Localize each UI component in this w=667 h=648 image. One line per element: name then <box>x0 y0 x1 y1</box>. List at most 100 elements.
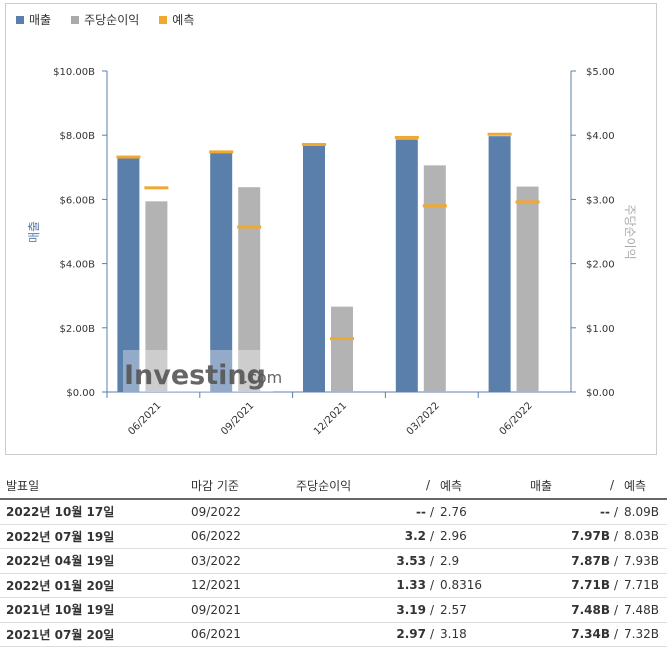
revenue-actual: 7.48B <box>530 597 610 623</box>
revenue-forecast: 8.03B <box>622 524 667 549</box>
eps-forecast: 2.96 <box>438 524 530 549</box>
revenue-bar <box>303 144 325 392</box>
watermark-backdrop <box>123 350 273 392</box>
eps-slash: / <box>426 548 438 574</box>
col-header-eps-forecast[interactable]: 예측 <box>438 472 530 500</box>
eps-forecast-mark <box>422 204 447 208</box>
right-tick-label: $1.00 <box>586 324 615 335</box>
table-row: 2022년 07월 19일 06/2022 3.2 / 2.96 7.97B /… <box>0 524 667 549</box>
left-tick-label: $10.00B <box>53 67 95 78</box>
x-tick-label: 12/2021 <box>312 400 349 437</box>
col-header-eps[interactable]: 주당순이익 <box>296 472 426 500</box>
watermark-suffix: .com <box>243 368 282 387</box>
eps-forecast-mark <box>330 337 354 341</box>
revenue-actual: 7.97B <box>530 524 610 549</box>
rev-slash: / <box>610 597 622 623</box>
revenue-forecast-mark <box>116 155 141 159</box>
eps-forecast: 3.18 <box>438 622 530 647</box>
revenue-forecast: 7.93B <box>622 548 667 574</box>
right-tick-label: $4.00 <box>586 131 615 142</box>
revenue-forecast: 7.32B <box>622 622 667 647</box>
x-tick-label: 06/2022 <box>498 400 535 437</box>
revenue-forecast: 7.71B <box>622 573 667 598</box>
right-tick-label: $3.00 <box>586 195 615 206</box>
col-header-rev-forecast[interactable]: 예측 <box>622 472 667 500</box>
revenue-forecast-mark <box>394 135 419 139</box>
rev-slash: / <box>610 573 622 598</box>
eps-bar <box>145 201 168 392</box>
period-end: 09/2022 <box>191 499 296 525</box>
revenue-forecast: 8.09B <box>622 499 667 525</box>
rev-slash: / <box>610 548 622 574</box>
revenue-forecast: 7.48B <box>622 597 667 623</box>
eps-bar <box>238 187 261 392</box>
period-end: 06/2021 <box>191 622 296 647</box>
legend-label-forecast: 예측 <box>172 13 195 27</box>
eps-slash: / <box>426 573 438 598</box>
earnings-table: 발표일 마감 기준 주당순이익 / 예측 매출 / 예측 2022년 10월 1… <box>0 472 667 647</box>
table-row: 2022년 04월 19일 03/2022 3.53 / 2.9 7.87B /… <box>0 548 667 574</box>
legend-item-eps[interactable]: 주당순이익 <box>71 11 139 28</box>
chart-panel: 매출 주당순이익 예측 $0.00 $2.00B $4.00B $6.00B $8.00… <box>5 3 657 455</box>
period-end: 12/2021 <box>191 573 296 598</box>
rev-slash: / <box>610 524 622 549</box>
revenue-actual: -- <box>530 499 610 525</box>
legend-swatch-eps <box>71 15 80 24</box>
eps-forecast-mark <box>237 225 262 229</box>
revenue-forecast-mark <box>302 143 326 147</box>
release-date: 2021년 10월 19일 <box>0 597 191 623</box>
eps-actual: 2.97 <box>296 622 426 647</box>
eps-forecast-mark <box>515 200 540 204</box>
earnings-chart: $0.00 $2.00B $4.00B $6.00B $8.00B $10.00B $0.0… <box>27 67 637 437</box>
col-header-rev-slash: / <box>610 472 622 500</box>
x-tick-label: 09/2021 <box>219 400 256 437</box>
right-tick-label: $0.00 <box>586 388 615 399</box>
rev-slash: / <box>610 622 622 647</box>
period-end: 09/2021 <box>191 597 296 623</box>
legend-label-eps: 주당순이익 <box>84 13 140 27</box>
eps-bar <box>331 306 353 392</box>
table-row: 2021년 10월 19일 09/2021 3.19 / 2.57 7.48B … <box>0 597 667 623</box>
eps-forecast: 2.76 <box>438 499 530 525</box>
legend-item-revenue[interactable]: 매출 <box>16 11 51 28</box>
right-axis-title: 주당순이익 <box>623 204 637 259</box>
revenue-forecast-mark <box>487 132 512 136</box>
legend-item-forecast[interactable]: 예측 <box>159 11 194 28</box>
right-tick-label: $5.00 <box>586 67 615 78</box>
right-tick-label: $2.00 <box>586 260 615 271</box>
col-header-revenue[interactable]: 매출 <box>530 472 610 500</box>
eps-slash: / <box>426 597 438 623</box>
period-end: 06/2022 <box>191 524 296 549</box>
table-row: 2022년 01월 20일 12/2021 1.33 / 0.8316 7.71… <box>0 573 667 598</box>
eps-actual: 3.2 <box>296 524 426 549</box>
left-tick-label: $0.00 <box>66 388 95 399</box>
eps-actual: 1.33 <box>296 573 426 598</box>
left-tick-label: $6.00B <box>60 195 96 206</box>
col-header-eps-slash: / <box>426 472 438 500</box>
legend-swatch-forecast <box>159 15 168 24</box>
eps-actual: -- <box>296 499 426 525</box>
eps-forecast: 2.57 <box>438 597 530 623</box>
legend-swatch-revenue <box>16 15 24 24</box>
col-header-period[interactable]: 마감 기준 <box>191 472 296 500</box>
revenue-bar <box>395 139 418 392</box>
release-date: 2021년 07월 20일 <box>0 622 191 647</box>
eps-slash: / <box>426 622 438 647</box>
table-header-row: 발표일 마감 기준 주당순이익 / 예측 매출 / 예측 <box>0 472 667 500</box>
eps-forecast: 0.8316 <box>438 573 530 598</box>
chart-legend: 매출 주당순이익 예측 <box>16 11 194 28</box>
left-tick-label: $2.00B <box>60 324 96 335</box>
release-date: 2022년 10월 17일 <box>0 499 191 525</box>
revenue-actual: 7.87B <box>530 548 610 574</box>
eps-bar <box>516 186 539 392</box>
left-tick-label: $4.00B <box>60 260 96 271</box>
table-row: 2021년 07월 20일 06/2021 2.97 / 3.18 7.34B … <box>0 622 667 647</box>
watermark-brand: Investing <box>124 360 266 391</box>
eps-actual: 3.19 <box>296 597 426 623</box>
revenue-bar <box>117 156 140 392</box>
eps-forecast: 2.9 <box>438 548 530 574</box>
release-date: 2022년 01월 20일 <box>0 573 191 598</box>
release-date: 2022년 07월 19일 <box>0 524 191 549</box>
x-tick-label: 06/2021 <box>126 400 163 437</box>
col-header-date[interactable]: 발표일 <box>0 472 191 500</box>
